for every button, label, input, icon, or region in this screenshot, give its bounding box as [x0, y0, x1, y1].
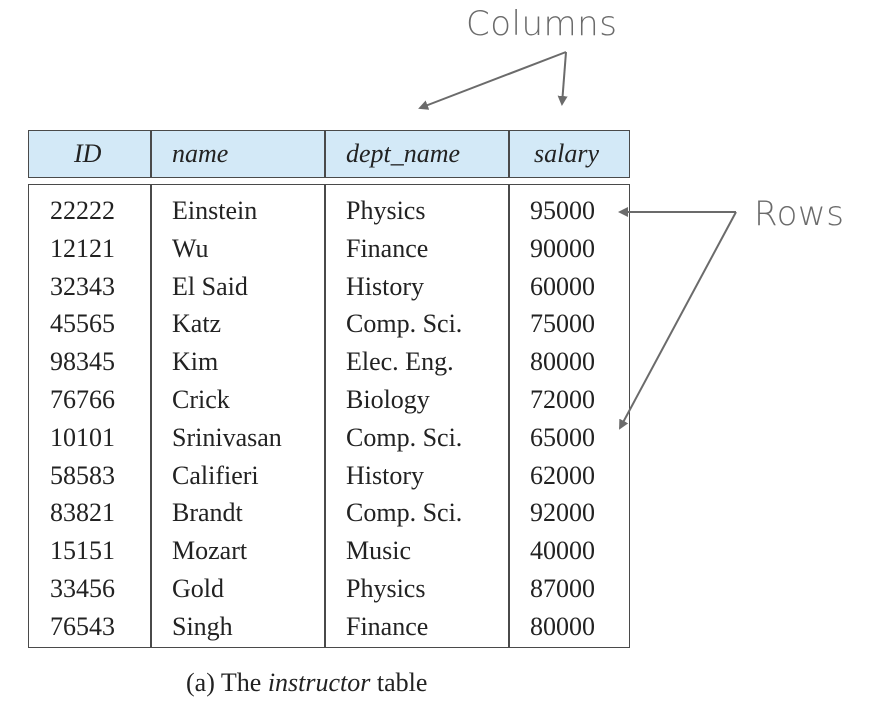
- rows-arrow-bottom: [619, 211, 737, 430]
- table-cell: 32343: [50, 271, 115, 301]
- table-cell: History: [346, 271, 424, 301]
- table-body: [28, 184, 630, 648]
- header-id: ID: [74, 139, 102, 168]
- table-cell: Finance: [346, 611, 429, 641]
- table-cell: 83821: [50, 498, 115, 528]
- column-divider: [508, 130, 510, 178]
- columns-annotation-label: Columns: [466, 4, 618, 44]
- table-cell: 40000: [530, 536, 595, 566]
- table-cell: Physics: [346, 196, 426, 225]
- table-cell: History: [346, 460, 424, 490]
- table-cell: Biology: [346, 385, 430, 414]
- table-cell: Comp. Sci.: [346, 422, 463, 452]
- table-cell: Kim: [172, 347, 219, 377]
- table-cell: Wu: [172, 233, 209, 263]
- column-divider: [324, 184, 326, 648]
- table-cell: 33456: [50, 574, 115, 603]
- table-cell: 60000: [530, 271, 595, 301]
- table-cell: 80000: [530, 347, 595, 377]
- table-cell: 95000: [530, 196, 595, 225]
- table-cell: Katz: [172, 309, 222, 339]
- caption-emphasis: instructor: [267, 668, 371, 697]
- table-cell: Califieri: [172, 460, 259, 490]
- table-cell: 87000: [530, 574, 595, 603]
- table-cell: Finance: [346, 233, 429, 263]
- table-cell: 58583: [50, 460, 115, 490]
- table-cell: 62000: [530, 460, 595, 490]
- header-name: name: [172, 139, 229, 168]
- table-cell: Gold: [172, 574, 224, 603]
- table-cell: Physics: [346, 574, 426, 603]
- caption-suffix: table: [370, 668, 428, 697]
- table-cell: 65000: [530, 422, 595, 452]
- table-cell: 80000: [530, 611, 595, 641]
- table-cell: 10101: [50, 422, 115, 452]
- table-cell: 75000: [530, 309, 595, 339]
- table-cell: Comp. Sci.: [346, 498, 463, 528]
- table-cell: 90000: [530, 233, 595, 263]
- table-cell: 72000: [530, 385, 595, 414]
- table-cell: Crick: [172, 385, 230, 414]
- header-salary: salary: [534, 139, 599, 168]
- table-cell: 98345: [50, 347, 115, 377]
- rows-annotation-label: Rows: [754, 194, 845, 234]
- column-divider: [508, 184, 510, 648]
- column-divider: [324, 130, 326, 178]
- column-divider: [150, 184, 152, 648]
- table-cell: 92000: [530, 498, 595, 528]
- table-cell: Einstein: [172, 196, 258, 225]
- columns-arrow-right: [557, 51, 568, 106]
- column-divider: [150, 130, 152, 178]
- table-header-row: [28, 130, 630, 178]
- caption-prefix: (a) The: [186, 668, 268, 697]
- table-cell: Music: [346, 536, 411, 566]
- header-dept-name: dept_name: [346, 139, 461, 168]
- table-cell: 45565: [50, 309, 115, 339]
- table-caption: (a) The instructor table: [186, 668, 427, 698]
- table-cell: Brandt: [172, 498, 243, 528]
- table-cell: Singh: [172, 611, 233, 641]
- table-cell: 76766: [50, 385, 115, 414]
- table-cell: El Said: [172, 271, 248, 301]
- columns-arrow-left: [418, 51, 567, 110]
- table-cell: Srinivasan: [172, 422, 282, 452]
- table-cell: 22222: [50, 196, 115, 225]
- table-cell: Mozart: [172, 536, 248, 566]
- table-cell: Comp. Sci.: [346, 309, 463, 339]
- table-cell: Elec. Eng.: [346, 347, 454, 377]
- table-cell: 15151: [50, 536, 115, 566]
- table-cell: 76543: [50, 611, 115, 641]
- table-cell: 12121: [50, 233, 115, 263]
